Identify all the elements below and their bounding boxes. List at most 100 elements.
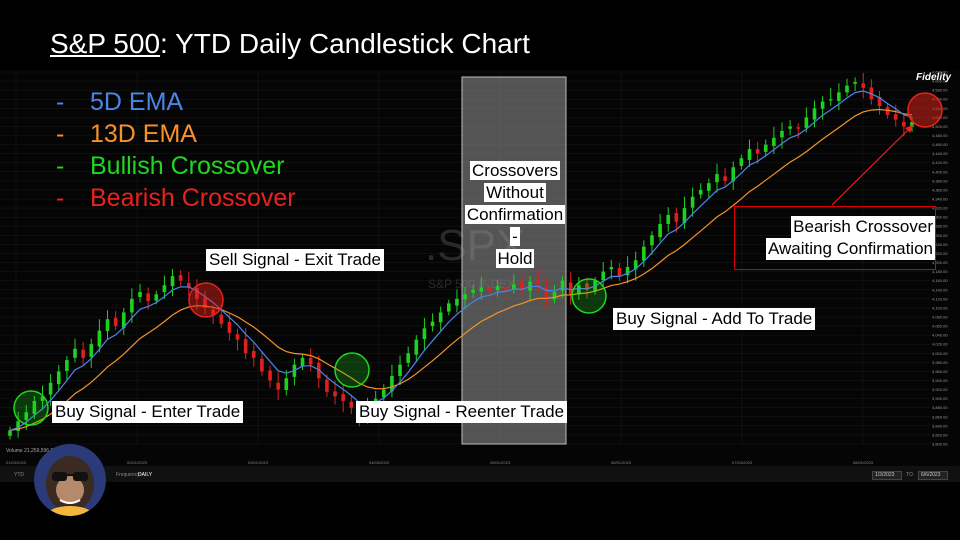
candle-body [698, 189, 703, 195]
y-tick-label: 4,460.00 [932, 142, 948, 147]
y-tick-label: 4,140.00 [932, 287, 948, 292]
bearish-awaiting-box: Bearish Crossover Awaiting Confirmation [734, 206, 936, 270]
y-tick-label: 3,860.00 [932, 414, 948, 419]
candle-body [520, 282, 524, 290]
candle-body [796, 127, 801, 129]
candle-body [633, 260, 638, 270]
candle-body [8, 430, 12, 436]
y-tick-label: 3,820.00 [932, 432, 948, 437]
legend-item-13d-ema: -13D EMA [56, 120, 197, 148]
candle-body [503, 287, 508, 290]
gray-line: Crossovers [470, 161, 560, 180]
signal-marker [571, 278, 607, 314]
y-tick-label: 3,980.00 [932, 360, 948, 365]
callout-buy-reenter: Buy Signal - Reenter Trade [356, 401, 568, 423]
candle-body [861, 83, 866, 88]
y-tick-label: 4,200.00 [932, 260, 948, 265]
y-tick-label: 4,020.00 [932, 342, 948, 347]
candle-body [105, 319, 110, 332]
ytd-button[interactable]: YTD [14, 472, 24, 478]
candle-body [195, 287, 199, 299]
candle-body [203, 297, 207, 308]
candle-body [577, 285, 581, 295]
candle-body [682, 208, 687, 224]
candle-body [341, 394, 345, 401]
candle-body [219, 314, 224, 324]
y-tick-label: 4,040.00 [932, 333, 948, 338]
candle-body [642, 246, 646, 261]
frequency-label: Frequency: [116, 472, 142, 478]
x-tick-label: 07/03/2023 [732, 460, 753, 465]
candle-body [121, 312, 126, 328]
signal-marker [334, 352, 370, 388]
candle-body [487, 287, 492, 293]
date-from-input[interactable]: 1/3/2023 [872, 471, 902, 480]
candle-body [585, 283, 589, 290]
y-tick-label: 3,880.00 [932, 405, 948, 410]
candle-body [89, 344, 94, 357]
legend: -5D EMA -13D EMA - Bullish Crossover - Bea… [56, 86, 296, 214]
candle-body [544, 287, 549, 299]
candle-body [32, 400, 37, 415]
candle-body [235, 334, 240, 340]
y-tick-label: 4,160.00 [932, 278, 948, 283]
bearish-arrowhead [905, 125, 913, 133]
x-tick-label: 03/01/2023 [248, 460, 269, 465]
candle-body [763, 144, 768, 152]
y-tick-label: 4,440.00 [932, 151, 948, 156]
ema-5-line [9, 90, 913, 431]
candle-body [617, 267, 622, 277]
candle-body [170, 276, 175, 287]
candle-body [780, 130, 784, 138]
candle-body [739, 158, 744, 166]
page-title: S&P 500: YTD Daily Candlestick Chart [50, 28, 530, 60]
y-tick-label: 4,300.00 [932, 215, 948, 220]
date-to-input[interactable]: 6/6/2023 [918, 471, 948, 480]
signal-marker [188, 282, 224, 318]
candle-body [390, 375, 394, 392]
candle-body [211, 309, 215, 315]
y-tick-label: 4,560.00 [932, 97, 948, 102]
title-rest: : YTD Daily Candlestick Chart [160, 28, 530, 59]
candle-body [300, 357, 305, 367]
candle-body [162, 285, 167, 293]
candle-body [625, 267, 630, 276]
legend-item-bearish: - Bearish Crossover [56, 184, 296, 212]
y-tick-label: 4,600.00 [932, 79, 948, 84]
candle-body [902, 121, 906, 127]
candle-body [113, 317, 118, 327]
candle-body [284, 378, 289, 391]
gray-zone-annotation: Crossovers Without Confirmation - Hold [459, 160, 571, 270]
brand-logo: Fidelity [916, 72, 952, 83]
candle-body [512, 284, 516, 290]
candle-body [243, 339, 248, 354]
chart-toolbar [0, 466, 960, 482]
x-tick-label: 02/01/2023 [127, 460, 148, 465]
candle-body [601, 271, 606, 281]
y-tick-label: 4,000.00 [932, 351, 948, 356]
y-tick-label: 4,220.00 [932, 251, 948, 256]
candle-body [56, 371, 61, 385]
candle-body [260, 358, 264, 372]
candle-body [885, 106, 890, 116]
candle-body [447, 303, 451, 312]
y-tick-label: 4,280.00 [932, 224, 948, 229]
candle-body [268, 370, 272, 381]
y-tick-label: 4,400.00 [932, 169, 948, 174]
candle-body [455, 298, 459, 306]
x-tick-label: 05/01/2023 [490, 460, 511, 465]
frequency-select[interactable]: DAILY [138, 472, 153, 478]
candle-body [812, 108, 817, 120]
y-tick-label: 4,180.00 [932, 269, 948, 274]
y-tick-label: 4,420.00 [932, 160, 948, 165]
y-tick-label: 4,240.00 [932, 242, 948, 247]
y-tick-label: 4,260.00 [932, 233, 948, 238]
y-tick-label: 3,800.00 [932, 442, 948, 447]
x-tick-label: 04/03/2023 [369, 460, 390, 465]
candle-body [804, 117, 809, 128]
candle-body [430, 321, 435, 327]
candle-body [552, 292, 557, 300]
candle-body [325, 379, 329, 392]
y-tick-label: 4,480.00 [932, 133, 948, 138]
candle-body [276, 382, 280, 390]
